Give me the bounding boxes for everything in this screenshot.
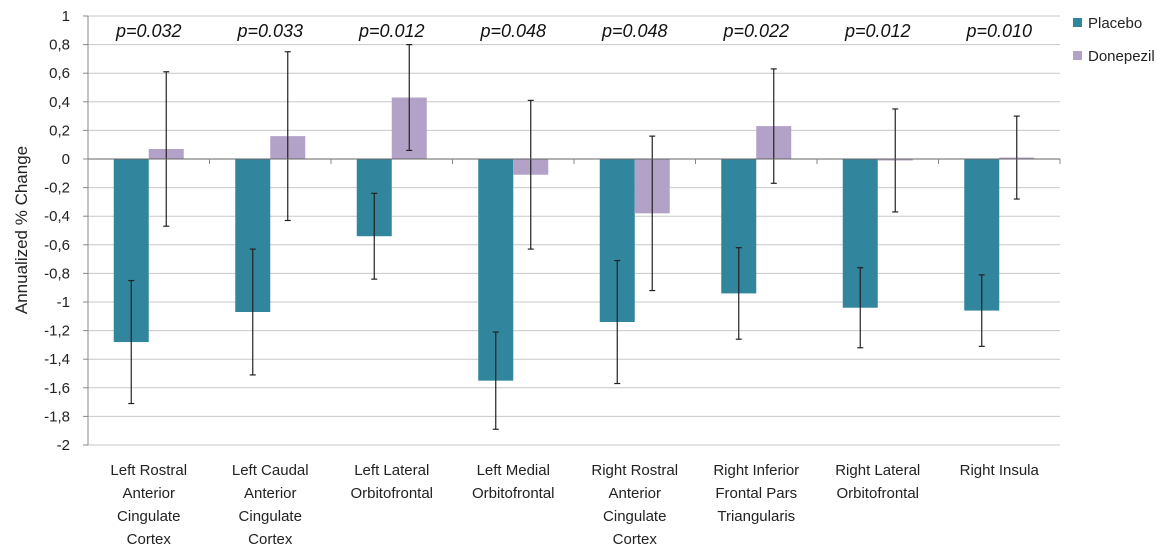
p-value-annotation: p=0.022	[722, 21, 789, 41]
y-tick-label: -1,8	[44, 408, 70, 425]
p-value-annotation: p=0.033	[236, 21, 303, 41]
y-tick-label: -2	[57, 437, 70, 454]
y-tick-label: 1	[62, 8, 70, 25]
error-bars	[128, 43, 1020, 430]
y-tick-label: 0,4	[49, 94, 70, 111]
x-tick-label: Right Lateral Orbitofrontal	[835, 462, 920, 502]
x-tick-labels: Left Rostral Anterior Cingulate Cortex Left …	[110, 462, 1039, 548]
x-tick-label: Left Rostral Anterior Cingulate Cortex	[110, 462, 187, 548]
p-value-annotation: p=0.048	[601, 21, 668, 41]
y-tick-label: -0,4	[44, 208, 70, 225]
p-value-annotation: p=0.032	[115, 21, 182, 41]
y-tick-labels: -2 -1,8 -1,6 -1,4 -1,2 -1 -0,8 -0,6 -0,4 -0,2 0 0,2…	[44, 8, 70, 454]
legend-swatch	[1073, 18, 1082, 27]
x-tick-label: Left Medial Orbitofrontal	[472, 462, 555, 502]
y-tick-label: -1,6	[44, 380, 70, 397]
y-tick-label: 0,6	[49, 65, 70, 82]
y-tick-label: -0,8	[44, 265, 70, 282]
p-value-annotation: p=0.012	[358, 21, 425, 41]
y-tick-label: -1,2	[44, 323, 70, 340]
p-value-annotation: p=0.010	[965, 21, 1032, 41]
x-tick-label: Right Rostral Anterior Cingulate Cortex	[591, 462, 678, 548]
x-tick-label: Right Insula	[960, 462, 1040, 479]
p-value-annotation: p=0.048	[479, 21, 546, 41]
x-tick-label: Right Inferior Frontal Pars Triangularis	[713, 462, 799, 525]
legend: Placebo Donepezil	[1073, 15, 1155, 65]
y-tick-label: -0,2	[44, 180, 70, 197]
y-axis-label: Annualized % Change	[12, 146, 31, 314]
y-tick-label: -1	[57, 294, 70, 311]
bars	[113, 97, 1035, 381]
y-tick-label: 0,8	[49, 37, 70, 54]
y-tick-label: 0	[62, 151, 70, 168]
axes	[83, 15, 1061, 446]
y-tick-label: 0,2	[49, 122, 70, 139]
p-value-annotations: p=0.032 p=0.033 p=0.012 p=0.048 p=0.048 p=0.0…	[115, 21, 1032, 41]
y-tick-label: -1,4	[44, 351, 70, 368]
legend-label: Donepezil	[1088, 48, 1155, 65]
p-value-annotation: p=0.012	[844, 21, 911, 41]
y-tick-label: -0,6	[44, 237, 70, 254]
x-tick-label: Left Lateral Orbitofrontal	[350, 462, 433, 502]
legend-label: Placebo	[1088, 15, 1142, 32]
gridlines	[88, 15, 1060, 446]
legend-swatch	[1073, 51, 1082, 60]
x-tick-label: Left Caudal Anterior Cingulate Cortex	[232, 462, 309, 548]
